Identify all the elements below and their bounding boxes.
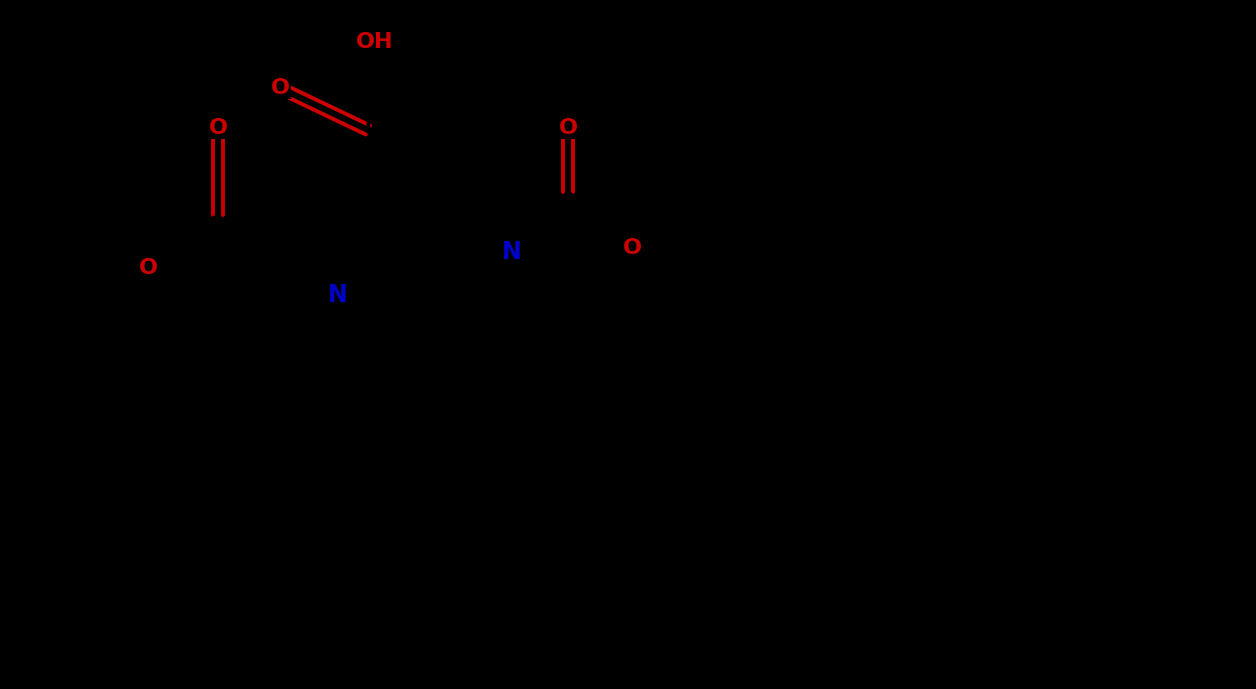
Text: O: O [559, 118, 578, 138]
Text: N: N [328, 283, 348, 307]
Text: O: O [138, 258, 157, 278]
Text: OH: OH [357, 32, 393, 52]
Text: O: O [208, 118, 227, 138]
Text: O: O [270, 78, 289, 98]
Text: O: O [623, 238, 642, 258]
Text: N: N [502, 240, 522, 264]
